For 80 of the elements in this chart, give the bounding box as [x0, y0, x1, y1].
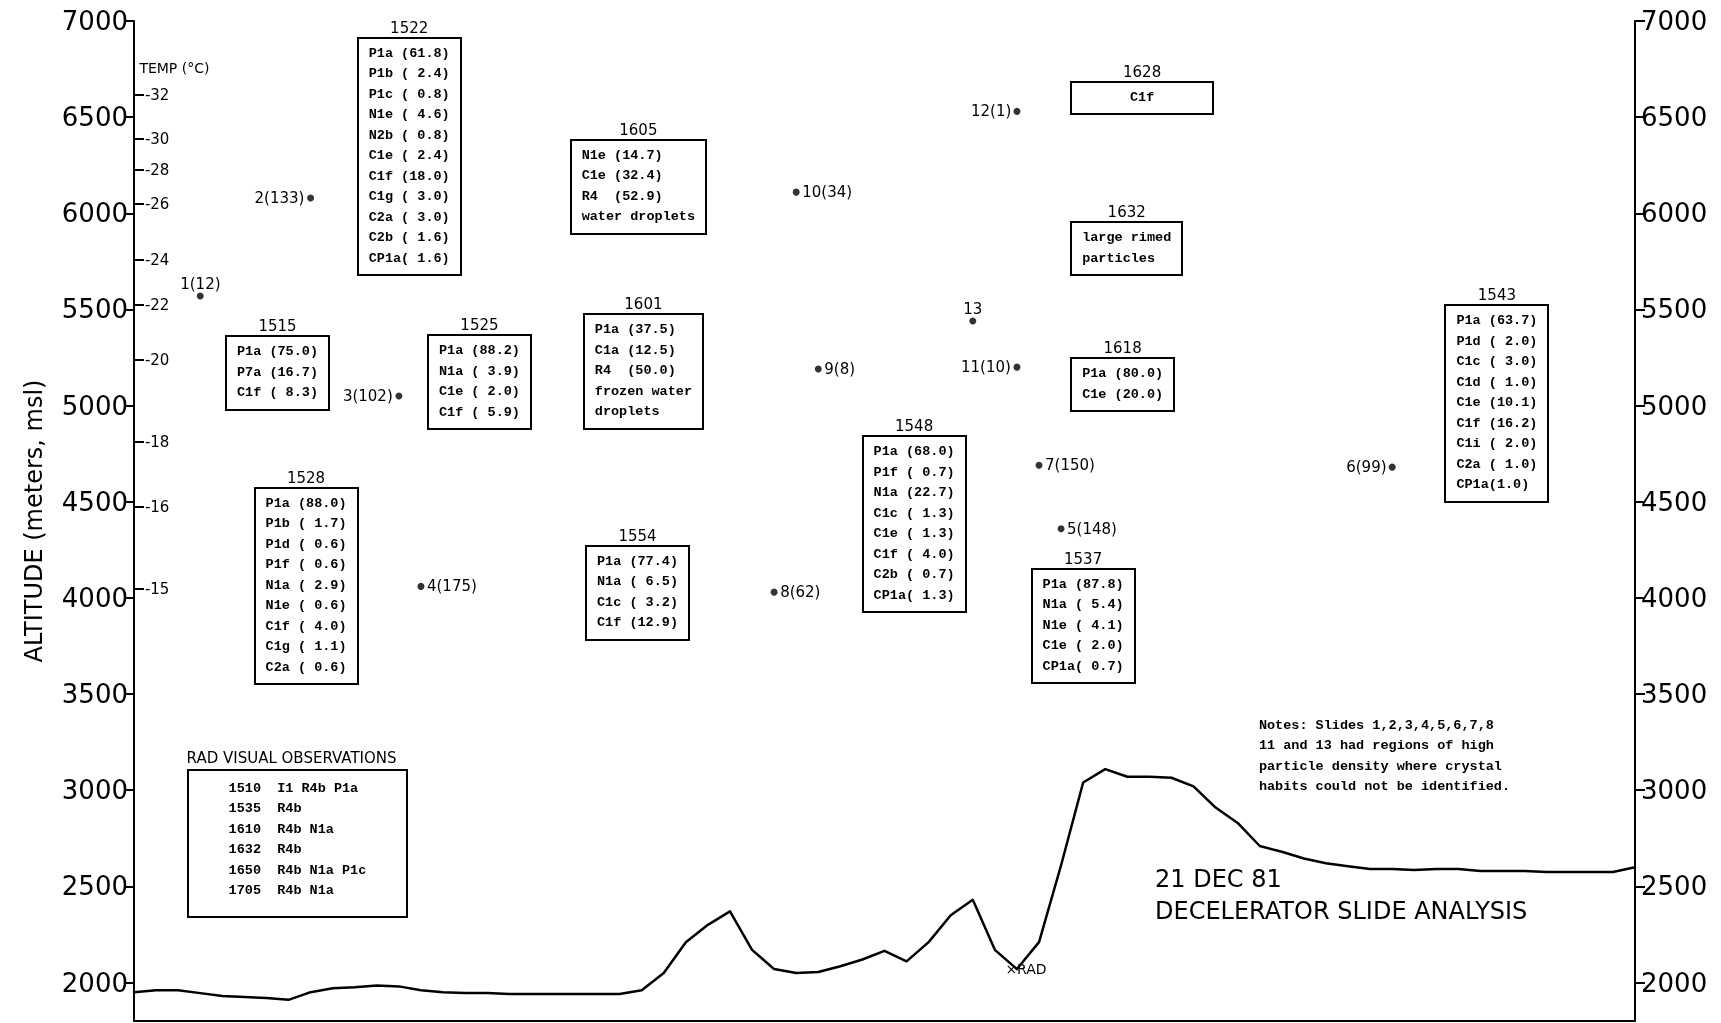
- annotation: -30: [144, 130, 170, 149]
- text-box: P1a (68.0) P1f ( 0.7) N1a (22.7) C1c ( 1.3) C1e ( 1.3) C1f ( 4.0) C2b ( 0.7) CP1a( 1.3): [861, 435, 967, 614]
- y2-tick-label: 4000: [1641, 582, 1708, 613]
- annotation: 10(34): [802, 183, 853, 202]
- text-box: large rimed particles: [1070, 221, 1184, 277]
- text-box: P1a (80.0) C1e (20.0): [1070, 357, 1176, 413]
- y-tick-label: 4000: [61, 582, 128, 613]
- y-tick-label: 7000: [61, 6, 128, 36]
- y-tick-label: 3500: [61, 679, 128, 710]
- text-box: P1a (77.4) N1a ( 6.5) C1c ( 3.2) C1f (12.9): [585, 544, 690, 641]
- annotation: 7(150): [1045, 456, 1095, 475]
- annotation: 6(99): [1346, 458, 1387, 477]
- point: [196, 292, 204, 300]
- annotation: -16: [144, 498, 170, 517]
- y2-tick-label: 5000: [1641, 390, 1708, 421]
- annotation: Notes: Slides 1,2,3,4,5,6,7,8 11 and 13 had regions of high particle density where crystal habits could not be identified.: [1258, 716, 1511, 797]
- text: 1543: [1477, 286, 1516, 305]
- annotation: 12(1): [970, 102, 1012, 121]
- text-box: P1a (61.8) P1b ( 2.4) P1c ( 0.8) N1e ( 4.6) N2b ( 0.8) C1e ( 2.4) C1f (18.0) C1g ( 3.0) C2a ( 3.0) C2b ( 1.6) CP1a( 1.6): [356, 36, 462, 277]
- point: [1035, 461, 1043, 469]
- point: [969, 317, 977, 325]
- annotation: 9(8): [824, 360, 856, 379]
- y-axis-title: ALTITUDE (meters, msl): [20, 379, 48, 663]
- annotation: 13: [963, 300, 983, 318]
- point: [1388, 463, 1396, 471]
- y2-tick-label: 4500: [1641, 486, 1708, 517]
- annotation: 3(102): [342, 387, 393, 405]
- text-box: P1a (87.8) N1a ( 5.4) N1e ( 4.1) C1e ( 2.0) CP1a( 0.7): [1030, 567, 1136, 685]
- y2-tick-label: 5500: [1641, 294, 1708, 325]
- text: 21 DEC 81: [1155, 865, 1282, 893]
- text-box: P1a (75.0) P7a (16.7) C1f ( 8.3): [225, 335, 330, 411]
- y2-tick-label: 7000: [1641, 6, 1708, 36]
- annotation: 11(10): [960, 358, 1011, 377]
- y-tick-label: 6500: [61, 102, 128, 133]
- point: [792, 188, 800, 196]
- y2-tick-label: 2000: [1641, 967, 1708, 998]
- text-box: P1a (88.0) P1b ( 1.7) P1d ( 0.6) P1f ( 0.6) N1a ( 2.9) N1e ( 0.6) C1f ( 4.0) C1g ( 1.1) C2a ( 0.6): [253, 486, 359, 686]
- text-box: P1a (37.5) C1a (12.5) R4 (50.0) frozen water droplets: [582, 313, 705, 430]
- point: [1013, 107, 1021, 115]
- point: [814, 365, 822, 373]
- annotation: -15: [144, 580, 170, 599]
- annotation: 5(148): [1067, 519, 1117, 538]
- annotation: -24: [144, 251, 170, 270]
- text: 1528: [286, 468, 326, 487]
- text: DECELERATOR SLIDE ANALYSIS: [1155, 897, 1528, 925]
- y2-tick-label: 3000: [1641, 775, 1708, 806]
- annotation: 8(62): [780, 583, 821, 602]
- y-tick-label: 6000: [61, 198, 128, 229]
- annotation: -32: [144, 86, 170, 105]
- annotation: -26: [144, 195, 170, 214]
- y-tick-label: 2500: [61, 871, 128, 902]
- y2-tick-label: 3500: [1641, 679, 1708, 710]
- text-box: 1510 I1 R4b P1a 1535 R4b 1610 R4b N1a 1632 R4b 1650 R4b N1a P1c 1705 R4b N1a: [186, 768, 409, 918]
- y-tick-label: 2000: [61, 967, 128, 998]
- text-box: C1f: [1070, 80, 1215, 116]
- point: [770, 588, 778, 596]
- annotation: -22: [144, 296, 170, 315]
- y-tick-label: 3000: [61, 775, 128, 806]
- text-box: P1a (88.2) N1a ( 3.9) C1e ( 2.0) C1f ( 5.9): [426, 334, 532, 431]
- text: 1522: [390, 18, 429, 37]
- y-tick-label: 5000: [61, 390, 128, 421]
- y-tick-label: 4500: [61, 486, 128, 517]
- annotation: TEMP (°C): [139, 60, 210, 77]
- point: [307, 194, 315, 202]
- annotation: 4(175): [426, 577, 477, 596]
- y2-tick-label: 6000: [1641, 198, 1708, 229]
- text: 1548: [895, 417, 934, 436]
- text-box: N1e (14.7) C1e (32.4) R4 (52.9) water droplets: [569, 138, 708, 235]
- annotation: -18: [144, 433, 170, 452]
- annotation: 1(12): [180, 275, 221, 293]
- annotation: 2(133): [254, 188, 305, 207]
- point: [1057, 525, 1065, 533]
- point: [1013, 363, 1021, 371]
- annotation: -20: [144, 351, 170, 369]
- y2-tick-label: 6500: [1641, 102, 1708, 133]
- point: [417, 582, 425, 590]
- text-box: P1a (63.7) P1d ( 2.0) C1c ( 3.0) C1d ( 1.0) C1e (10.1) C1f (16.2) C1i ( 2.0) C2a ( 1.0) CP1a(1.0): [1444, 304, 1550, 503]
- annotation: -28: [144, 161, 170, 180]
- y2-tick-label: 2500: [1641, 871, 1708, 902]
- y-tick-label: 5500: [61, 294, 128, 325]
